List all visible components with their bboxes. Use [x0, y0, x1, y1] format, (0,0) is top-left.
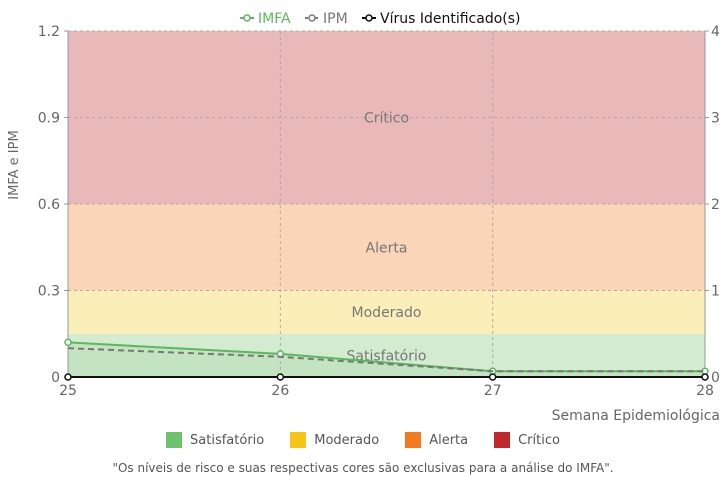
risk-legend-item: Crítico	[494, 432, 560, 448]
legend-label: IPM	[323, 11, 348, 27]
risk-band-0	[68, 333, 705, 377]
legend-marker-1	[308, 14, 316, 22]
y-tick-label: 0.3	[38, 284, 60, 300]
risk-legend-item: Alerta	[405, 432, 468, 448]
x-tick-label: 27	[484, 383, 502, 399]
series-point-2	[701, 373, 709, 381]
y2-tick-label: 4	[711, 24, 720, 40]
risk-band-label: Crítico	[364, 111, 409, 127]
risk-legend: Satisfatório Moderado Alerta Crítico	[0, 432, 726, 448]
risk-band-label: Alerta	[366, 240, 408, 256]
y-tick-label: 0.6	[38, 197, 60, 213]
y-tick-label: 0	[51, 370, 60, 386]
footnote: "Os níveis de risco e suas respectivas c…	[112, 461, 614, 475]
x-axis-label: Semana Epidemiológica	[552, 408, 720, 424]
x-tick-label: 28	[696, 383, 714, 399]
risk-legend-item: Satisfatório	[166, 432, 264, 448]
risk-legend-swatch	[405, 432, 422, 448]
risk-legend-label: Crítico	[518, 432, 560, 448]
y2-tick-label: 0	[711, 370, 720, 386]
risk-legend-swatch	[166, 432, 183, 448]
risk-legend-label: Moderado	[314, 432, 380, 448]
legend-marker-2	[365, 14, 373, 22]
risk-legend-swatch	[290, 432, 307, 448]
risk-band-2	[68, 204, 705, 291]
x-tick-label: 26	[271, 383, 289, 399]
series-point-0	[64, 338, 72, 347]
legend-marker-0	[243, 14, 251, 22]
risk-band-1	[68, 290, 705, 334]
legend-label: IMFA	[258, 11, 291, 27]
series-lines	[64, 338, 709, 381]
risk-legend-label: Satisfatório	[190, 432, 265, 448]
y-axis-label: IMFA e IPM	[7, 130, 22, 199]
y-tick-label: 1.2	[38, 24, 60, 40]
top-legend: IMFA IPM Vírus Identificado(s)	[240, 11, 521, 27]
axes: 0 0.3 0.6 0.9 1.2 0 1 2 3 4 25 26 27 28	[38, 24, 720, 399]
risk-legend-item: Moderado	[290, 432, 379, 448]
risk-bands	[68, 31, 705, 377]
risk-legend-swatch	[494, 432, 511, 448]
x-tick-label: 25	[59, 383, 77, 399]
series-point-2	[276, 373, 285, 381]
risk-band-label: Moderado	[352, 305, 422, 321]
risk-legend-label: Alerta	[429, 432, 469, 448]
y2-tick-label: 2	[711, 197, 720, 213]
y-tick-label: 0.9	[38, 111, 60, 127]
y2-tick-label: 3	[711, 111, 720, 127]
series-point-2	[488, 373, 497, 381]
legend-label: Vírus Identificado(s)	[380, 11, 521, 27]
series-line-1	[67, 347, 705, 373]
series-point-2	[64, 373, 72, 381]
y2-tick-label: 1	[711, 284, 720, 300]
